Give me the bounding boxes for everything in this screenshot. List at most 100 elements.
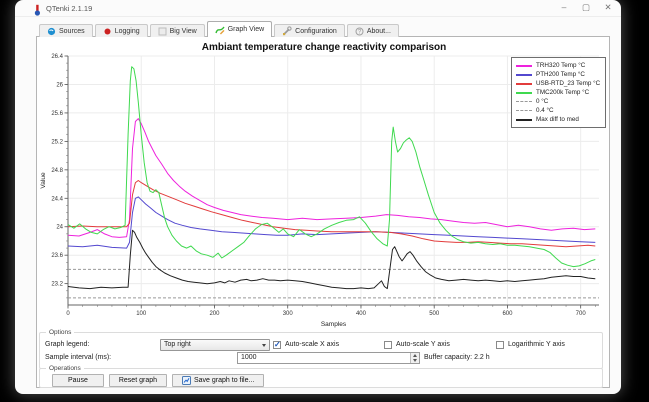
legend-item: 0 °C (516, 97, 600, 106)
y-tick-label: 26.4 (51, 54, 63, 60)
operations-group-label: Operations (46, 365, 84, 373)
tab-label: Big View (169, 27, 197, 35)
sample-interval-input[interactable]: 1000 (237, 352, 420, 364)
spinner-buttons[interactable] (410, 353, 419, 363)
y-tick-label: 23.6 (51, 253, 63, 259)
graph-legend-label: Graph legend: (45, 341, 90, 348)
chart-title: Ambiant temperature change reactivity co… (201, 42, 447, 53)
big-view-icon (158, 27, 167, 36)
sources-icon (47, 27, 56, 36)
legend-label: TRH320 Temp °C (536, 62, 586, 69)
spin-down-icon[interactable] (413, 358, 417, 362)
y-tick-label: 25.2 (51, 139, 63, 145)
graph-view-icon (215, 25, 225, 35)
legend-swatch (516, 73, 532, 76)
buffer-capacity-label: Buffer capacity: 2.2 h (424, 354, 490, 361)
tab-about[interactable]: ? About... (346, 24, 399, 37)
save-button-label: Save graph to file... (194, 377, 255, 384)
maximize-button[interactable]: ▢ (581, 2, 591, 12)
series-line (67, 229, 596, 290)
legend-item: 0.4 °C (516, 106, 600, 115)
legend-item: TRH320 Temp °C (516, 61, 600, 70)
x-tick-label: 100 (136, 311, 147, 317)
window-title: QTenki 2.1.19 (46, 4, 93, 13)
options-group-label: Options (46, 329, 75, 337)
x-tick-label: 200 (209, 311, 220, 317)
tab-label: Logging (114, 27, 140, 35)
chart-canvas: 0 100 200 300 400 500 600 700 23.2 23.6 24 24.4 24.8… (40, 54, 599, 328)
tab-label: Sources (59, 27, 85, 35)
legend-swatch (516, 110, 532, 111)
operations-buttons: Pause Reset graph Save graph to file... (52, 374, 265, 387)
question-mark-icon: ? (355, 27, 364, 36)
tab-configuration[interactable]: Configuration (274, 24, 345, 37)
wrench-icon (282, 26, 292, 36)
tab-graph-view[interactable]: Graph View (206, 21, 273, 37)
autoscale-y-checkbox[interactable] (384, 341, 392, 349)
tab-big-view[interactable]: Big View (149, 24, 205, 37)
save-graph-button[interactable]: Save graph to file... (172, 374, 265, 387)
app-icon (33, 3, 42, 21)
legend-label: TMC200k Temp °C (536, 89, 590, 96)
legend-item: PTH200 Temp °C (516, 70, 600, 79)
y-tick-label: 24.4 (51, 196, 63, 202)
legend-label: USB-RTD_23 Temp °C (536, 80, 601, 87)
y-tick-label: 25.6 (51, 111, 63, 117)
record-dot-icon (103, 27, 112, 36)
pause-button[interactable]: Pause (52, 374, 104, 387)
legend-swatch (516, 101, 532, 102)
legend-label: PTH200 Temp °C (536, 71, 585, 78)
series-line (67, 118, 596, 238)
legend-swatch (516, 91, 532, 94)
sample-interval-value: 1000 (241, 354, 257, 361)
svg-text:?: ? (358, 29, 362, 35)
tab-content-panel: 0 100 200 300 400 500 600 700 23.2 23.6 24 24.4 24.8… (36, 36, 610, 388)
title-bar: QTenki 2.1.19 – ▢ ✕ (15, 0, 621, 17)
legend-label: 0.4 °C (536, 107, 554, 114)
x-tick-label: 0 (66, 311, 70, 317)
series-line (67, 180, 596, 248)
x-tick-label: 400 (356, 311, 367, 317)
save-icon (182, 376, 191, 385)
close-button[interactable]: ✕ (604, 2, 612, 12)
tab-bar: Sources Logging Big View Graph View (39, 21, 399, 37)
x-tick-label: 500 (429, 311, 440, 317)
tab-sources[interactable]: Sources (39, 24, 93, 37)
legend-swatch (516, 118, 532, 121)
minimize-button[interactable]: – (561, 2, 567, 12)
y-tick-label: 24 (56, 225, 63, 231)
x-tick-label: 700 (576, 311, 587, 317)
legend-label: 0 °C (536, 98, 549, 105)
reset-graph-button[interactable]: Reset graph (108, 374, 167, 387)
legend-position-value: Top right (164, 341, 191, 348)
operations-group: Operations Pause Reset graph Save graph … (39, 365, 603, 388)
app-window: QTenki 2.1.19 – ▢ ✕ Sources Logging (15, 0, 621, 394)
series-line (67, 66, 596, 268)
legend-item: USB-RTD_23 Temp °C (516, 79, 600, 88)
x-tick-label: 300 (283, 311, 294, 317)
legend-swatch (516, 82, 532, 85)
x-axis-title: Samples (321, 321, 347, 328)
legend-item: TMC200k Temp °C (516, 88, 600, 97)
options-group: Options Graph legend: Top right Auto-sca… (39, 329, 603, 369)
spin-up-icon[interactable] (413, 354, 417, 358)
legend-swatch (516, 64, 532, 67)
y-axis-title: Value (40, 172, 47, 189)
tab-label: About... (366, 27, 391, 35)
y-tick-label: 23.2 (51, 282, 63, 288)
logarithmic-y-label: Logarithmic Y axis (508, 341, 565, 348)
sample-interval-label: Sample interval (ms): (45, 354, 112, 361)
autoscale-x-label: Auto-scale X axis (285, 341, 340, 348)
legend-position-select[interactable]: Top right (160, 339, 270, 351)
y-tick-label: 26 (56, 82, 63, 88)
logarithmic-y-checkbox[interactable] (496, 341, 504, 349)
chart-legend: TRH320 Temp °C PTH200 Temp °C USB-RTD_23 T… (511, 57, 607, 128)
autoscale-x-checkbox[interactable] (273, 340, 281, 349)
autoscale-y-label: Auto-scale Y axis (396, 341, 450, 348)
x-tick-label: 600 (502, 311, 513, 317)
tab-label: Configuration (295, 27, 337, 35)
tab-logging[interactable]: Logging (94, 24, 148, 37)
legend-item: Max diff to med (516, 115, 600, 124)
chevron-down-icon (262, 344, 266, 347)
